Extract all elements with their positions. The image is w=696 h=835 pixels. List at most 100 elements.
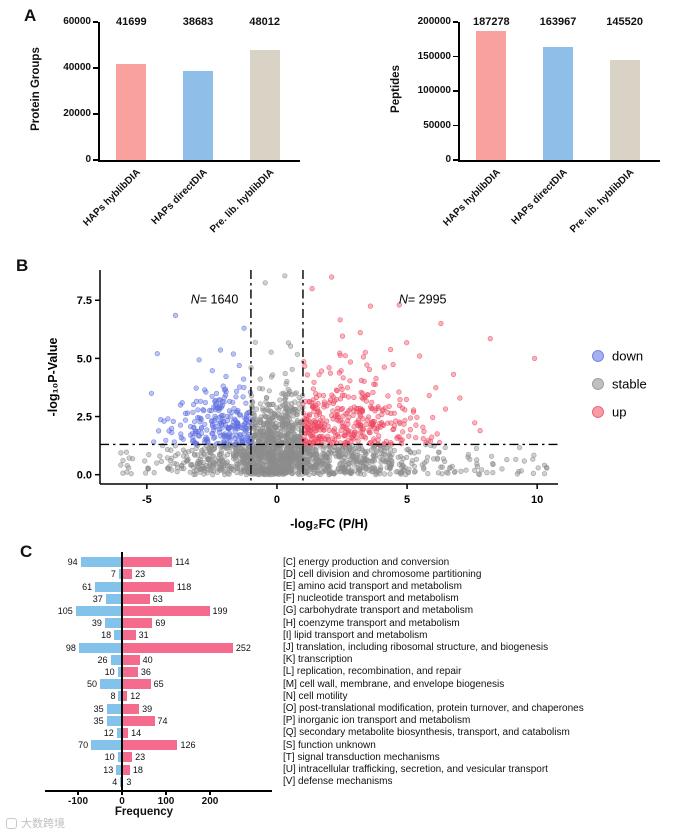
bar-value-label: 163967 bbox=[539, 16, 577, 28]
volcano-point bbox=[277, 397, 283, 403]
volcano-point bbox=[364, 362, 370, 368]
volcano-point bbox=[310, 450, 316, 456]
volcano-point bbox=[421, 428, 427, 435]
cog-count-down: 13 bbox=[103, 764, 114, 775]
volcano-point bbox=[379, 408, 386, 414]
volcano-point bbox=[404, 454, 410, 460]
volcano-point bbox=[179, 400, 185, 406]
cog-count-down: 37 bbox=[92, 593, 103, 604]
volcano-point bbox=[368, 447, 374, 453]
volcano-point bbox=[158, 458, 165, 464]
cog-count-down: 105 bbox=[57, 605, 73, 616]
volcano-point bbox=[450, 371, 457, 377]
bar-category-label: HAPs hyblibDIA bbox=[441, 167, 504, 229]
volcano-point bbox=[283, 404, 289, 410]
volcano-point bbox=[396, 389, 402, 395]
volcano-point bbox=[315, 438, 321, 444]
cog-category-label: [Q] secondary metabolite biosynthesis, t… bbox=[283, 727, 570, 739]
cog-count-up: 63 bbox=[152, 593, 163, 604]
y-axis-tick bbox=[93, 159, 98, 161]
volcano-point bbox=[341, 466, 347, 472]
volcano-point bbox=[345, 394, 352, 400]
volcano-point bbox=[222, 431, 228, 437]
volcano-point bbox=[295, 444, 301, 450]
volcano-point bbox=[439, 464, 445, 470]
volcano-point bbox=[234, 433, 240, 439]
cog-category-label: [E] amino acid transport and metabolism bbox=[283, 581, 462, 592]
volcano-point bbox=[221, 438, 227, 444]
volcano-point bbox=[156, 428, 162, 434]
volcano-point bbox=[296, 401, 302, 407]
volcano-point bbox=[195, 464, 202, 470]
volcano-point bbox=[337, 317, 343, 323]
volcano-point bbox=[303, 424, 310, 430]
volcano-point bbox=[243, 400, 249, 406]
volcano-plot: -log₂FC (P/H) -log₁₀P-Value -5 0 5 10 0.0 2.5… bbox=[46, 270, 647, 531]
bar bbox=[183, 71, 213, 160]
volcano-point bbox=[366, 429, 372, 435]
volcano-point bbox=[371, 381, 377, 387]
volcano-point bbox=[191, 424, 197, 430]
volcano-point bbox=[442, 458, 448, 464]
volcano-point bbox=[236, 362, 242, 369]
watermark-text: 大数跨境 bbox=[21, 818, 65, 830]
cog-count-up: 69 bbox=[155, 618, 166, 629]
volcano-point bbox=[128, 471, 134, 477]
volcano-point bbox=[257, 385, 263, 391]
volcano-point bbox=[442, 444, 448, 451]
volcano-point bbox=[213, 458, 220, 464]
volcano-point bbox=[230, 399, 236, 405]
cog-bar-down bbox=[105, 593, 122, 604]
volcano-point bbox=[411, 469, 418, 475]
volcano-point bbox=[401, 421, 407, 427]
volcano-point bbox=[347, 359, 354, 365]
volcano-point bbox=[331, 429, 338, 435]
volcano-point bbox=[301, 438, 307, 444]
volcano-point bbox=[251, 411, 257, 417]
volcano-point bbox=[397, 397, 403, 403]
volcano-point bbox=[358, 377, 364, 383]
cog-bar-down bbox=[78, 642, 122, 653]
volcano-point bbox=[438, 320, 444, 327]
cog-category-label: [H] coenzyme transport and metabolism bbox=[283, 617, 460, 629]
cog-bar-up bbox=[122, 703, 140, 714]
volcano-point bbox=[268, 472, 274, 478]
volcano-point bbox=[120, 457, 126, 464]
volcano-point bbox=[285, 386, 291, 392]
volcano-point bbox=[341, 432, 348, 438]
volcano-point bbox=[458, 468, 464, 474]
volcano-point bbox=[420, 424, 426, 430]
volcano-point bbox=[330, 416, 336, 422]
volcano-point bbox=[407, 427, 414, 433]
volcano-point bbox=[268, 349, 274, 355]
volcano-point bbox=[388, 346, 394, 353]
volcano-point bbox=[257, 452, 264, 459]
panel-a-label: A bbox=[24, 6, 37, 25]
volcano-point bbox=[266, 468, 273, 474]
volcano-point bbox=[311, 379, 317, 385]
volcano-point bbox=[283, 435, 289, 441]
volcano-points-down bbox=[148, 312, 254, 447]
volcano-point bbox=[364, 417, 370, 423]
panel-c-label: C bbox=[20, 542, 33, 561]
volcano-point bbox=[270, 401, 276, 407]
volcano-point bbox=[282, 273, 288, 279]
volcano-point bbox=[189, 430, 195, 436]
volcano-point bbox=[344, 385, 351, 391]
volcano-point bbox=[244, 426, 250, 432]
volcano-point bbox=[421, 466, 427, 472]
volcano-point bbox=[406, 433, 412, 439]
volcano-point bbox=[288, 428, 294, 434]
volcano-point bbox=[487, 335, 493, 342]
volcano-point bbox=[294, 409, 300, 415]
volcano-point bbox=[440, 456, 447, 462]
volcano-point bbox=[339, 333, 346, 339]
volcano-point bbox=[289, 392, 295, 398]
volcano-point bbox=[382, 452, 388, 458]
volcano-point bbox=[333, 387, 340, 393]
volcano-point bbox=[273, 446, 279, 453]
volcano-point bbox=[269, 415, 276, 421]
volcano-point bbox=[382, 445, 388, 451]
volcano-point bbox=[285, 452, 291, 458]
